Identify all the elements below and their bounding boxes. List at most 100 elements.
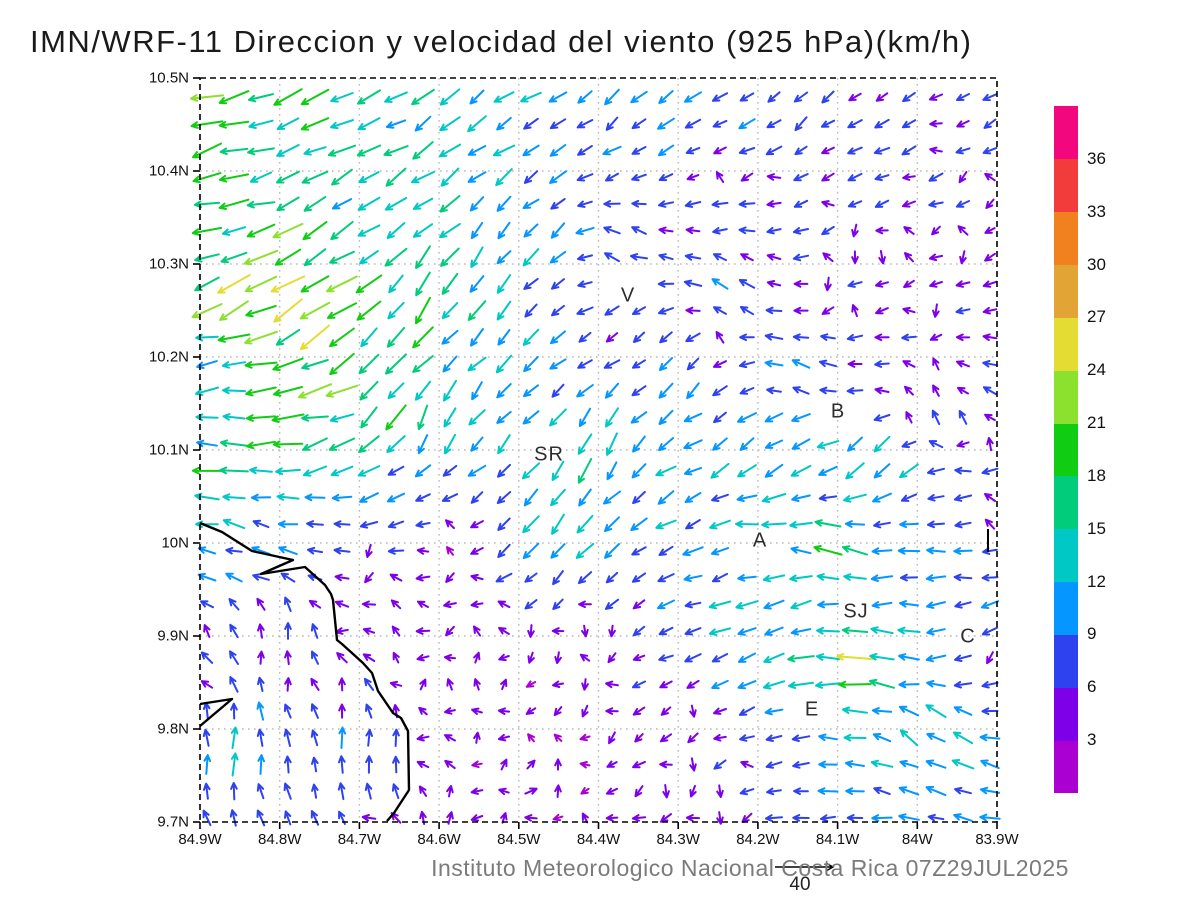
wind-arrow	[871, 547, 893, 555]
wind-arrow	[360, 327, 378, 348]
wind-arrow	[576, 173, 594, 182]
wind-arrow	[603, 200, 621, 208]
wind-arrow	[387, 520, 405, 529]
wind-arrow	[550, 488, 566, 507]
wind-arrow	[441, 493, 459, 502]
wind-arrow	[302, 437, 328, 451]
wind-arrow	[870, 626, 894, 635]
wind-arrow	[470, 573, 484, 582]
wind-arrow	[713, 759, 727, 770]
wind-arrow	[932, 303, 940, 318]
wind-arrow	[711, 653, 729, 663]
wind-arrow	[761, 493, 787, 503]
station-label-sj: SJ	[843, 600, 869, 623]
wind-arrow	[471, 707, 483, 715]
wind-arrow	[311, 756, 319, 773]
wind-arrow	[792, 253, 810, 262]
wind-arrow	[523, 277, 539, 290]
wind-arrow	[522, 328, 540, 346]
wind-arrow	[631, 226, 647, 235]
wind-arrow	[658, 626, 674, 636]
wind-arrow	[898, 705, 920, 717]
station-label-e: E	[804, 698, 820, 721]
wind-arrow	[467, 145, 487, 156]
wind-arrow	[576, 306, 594, 316]
wind-arrow	[441, 272, 459, 295]
wind-arrow	[386, 326, 406, 348]
colorbar-segment	[1054, 581, 1078, 635]
wind-arrow	[816, 573, 840, 581]
wind-arrow	[658, 307, 674, 315]
wind-arrow	[497, 434, 511, 455]
wind-arrow	[549, 144, 567, 157]
wind-arrow	[497, 543, 511, 558]
wind-arrow	[788, 681, 814, 689]
wind-arrow	[577, 90, 593, 104]
x-axis-label: 84.9W	[178, 831, 222, 848]
wind-arrow	[875, 92, 889, 102]
wind-arrow	[928, 172, 944, 182]
wind-arrow	[581, 678, 589, 691]
wind-arrow	[283, 782, 292, 800]
wind-arrow	[954, 601, 972, 609]
wind-arrow	[200, 651, 214, 664]
wind-arrow	[496, 300, 512, 321]
wind-arrow	[739, 333, 755, 342]
wind-arrow	[953, 547, 973, 555]
wind-arrow	[467, 115, 487, 133]
wind-arrow	[737, 627, 757, 636]
wind-arrow	[257, 676, 265, 692]
wind-arrow	[844, 520, 866, 528]
wind-arrow	[765, 145, 783, 156]
wind-arrow	[897, 626, 921, 635]
wind-arrow	[284, 622, 292, 640]
wind-arrow	[442, 355, 458, 373]
wind-arrow	[303, 146, 327, 156]
wind-arrow	[247, 147, 275, 156]
wind-arrow	[440, 167, 460, 187]
wind-arrow	[385, 404, 407, 431]
wind-arrow	[577, 145, 593, 156]
wind-arrow	[712, 227, 728, 235]
wind-arrow	[605, 116, 619, 131]
wind-arrow	[981, 467, 999, 475]
wind-arrow	[683, 279, 703, 288]
wind-arrow	[632, 331, 646, 343]
wind-arrow	[682, 546, 704, 557]
wind-arrow	[684, 91, 702, 103]
wind-arrow	[496, 383, 512, 399]
wind-arrow	[658, 173, 674, 182]
wind-arrow	[793, 173, 809, 182]
wind-arrow	[764, 333, 784, 341]
wind-arrow	[899, 729, 919, 747]
wind-arrow	[685, 814, 701, 822]
station-label-sr: SR	[534, 443, 564, 466]
wind-arrow	[356, 300, 382, 321]
wind-arrow	[360, 406, 378, 429]
wind-arrow	[789, 521, 813, 529]
wind-arrow	[790, 628, 812, 636]
wind-arrow	[577, 571, 593, 585]
wind-arrow	[604, 252, 620, 263]
wind-arrow	[415, 627, 431, 635]
wind-arrow	[338, 726, 347, 749]
wind-arrow	[662, 784, 670, 799]
wind-arrow	[496, 491, 512, 504]
wind-arrow	[222, 386, 246, 395]
wind-arrow	[838, 680, 872, 689]
wind-arrow	[522, 248, 540, 267]
wind-arrow	[470, 547, 484, 555]
wind-arrow	[737, 574, 757, 582]
wind-arrow	[276, 196, 300, 212]
wind-arrow	[931, 409, 941, 426]
wind-arrow	[984, 252, 996, 262]
y-axis-label: 10.2N	[148, 348, 189, 366]
wind-arrow	[897, 547, 921, 555]
wind-arrow	[764, 707, 784, 716]
wind-arrow	[524, 814, 538, 822]
wind-arrow	[926, 732, 946, 743]
wind-arrow	[684, 200, 702, 208]
wind-arrow	[738, 118, 756, 130]
wind-arrow	[271, 413, 305, 423]
wind-arrow	[657, 573, 675, 583]
